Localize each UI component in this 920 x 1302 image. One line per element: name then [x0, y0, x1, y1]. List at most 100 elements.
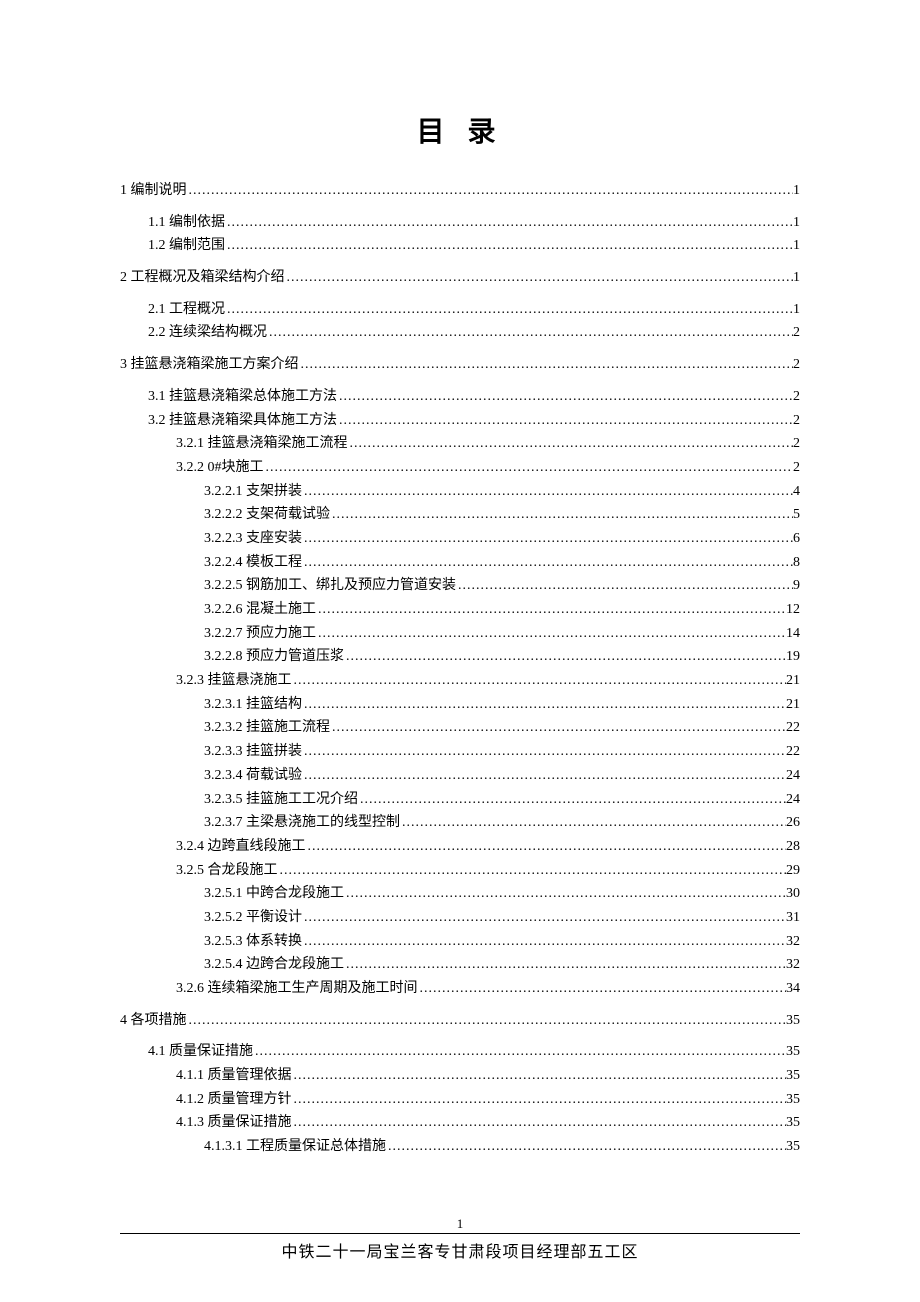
toc-page-number: 21 [786, 670, 800, 692]
toc-label: 3.2.2.7 预应力施工 [204, 623, 316, 645]
toc-label: 3.2.2.4 模板工程 [204, 552, 302, 574]
toc-label: 3.2.5 合龙段施工 [176, 860, 278, 882]
toc-page-number: 28 [786, 836, 800, 858]
toc-leader-dots [292, 1112, 787, 1134]
toc-leader-dots [278, 860, 787, 882]
toc-page-number: 1 [793, 180, 800, 202]
toc-entry: 2.2 连续梁结构概况 2 [120, 322, 800, 344]
toc-leader-dots [348, 433, 794, 455]
toc-entry: 3.2.6 连续箱梁施工生产周期及施工时间 34 [120, 978, 800, 1000]
toc-label: 4.1.3 质量保证措施 [176, 1112, 292, 1134]
toc-label: 1.1 编制依据 [148, 212, 225, 234]
toc-entry: 3.2.4 边跨直线段施工 28 [120, 836, 800, 858]
toc-entry: 3.2.5.1 中跨合龙段施工30 [120, 883, 800, 905]
toc-leader-dots [456, 575, 793, 597]
footer-text: 中铁二十一局宝兰客专甘肃段项目经理部五工区 [120, 1238, 800, 1262]
toc-entry: 4.1.2 质量管理方针35 [120, 1089, 800, 1111]
toc-page-number: 35 [786, 1089, 800, 1111]
toc-entry: 3 挂篮悬浇箱梁施工方案介绍2 [120, 354, 800, 376]
toc-label: 3.2.2.3 支座安装 [204, 528, 302, 550]
toc-page-number: 24 [786, 765, 800, 787]
toc-entry: 3.2.2.4 模板工程 8 [120, 552, 800, 574]
toc-leader-dots [358, 789, 786, 811]
toc-label: 3.2.4 边跨直线段施工 [176, 836, 306, 858]
toc-leader-dots [264, 457, 794, 479]
toc-label: 3.2.2.1 支架拼装 [204, 481, 302, 503]
toc-leader-dots [302, 907, 786, 929]
toc-label: 3.2.2.6 混凝土施工 [204, 599, 316, 621]
toc-page-number: 9 [793, 575, 800, 597]
toc-leader-dots [344, 646, 786, 668]
toc-page-number: 21 [786, 694, 800, 716]
toc-entry: 2 工程概况及箱梁结构介绍1 [120, 267, 800, 289]
footer-divider [120, 1233, 800, 1234]
toc-leader-dots [302, 931, 786, 953]
toc-label: 3.2.5.4 边跨合龙段施工 [204, 954, 344, 976]
toc-leader-dots [302, 741, 786, 763]
toc-entry: 3.2.3.2 挂篮施工流程22 [120, 717, 800, 739]
toc-leader-dots [302, 694, 786, 716]
toc-entry: 1.1 编制依据1 [120, 212, 800, 234]
toc-page-number: 12 [786, 599, 800, 621]
toc-leader-dots [386, 1136, 786, 1158]
toc-label: 3.2.6 连续箱梁施工生产周期及施工时间 [176, 978, 418, 1000]
toc-leader-dots [344, 954, 786, 976]
toc-label: 4 各项措施 [120, 1010, 187, 1032]
toc-label: 3.1 挂篮悬浇箱梁总体施工方法 [148, 386, 337, 408]
toc-label: 3.2.2.8 预应力管道压浆 [204, 646, 344, 668]
toc-label: 4.1.3.1 工程质量保证总体措施 [204, 1136, 386, 1158]
toc-entry: 3.2.3.7 主梁悬浇施工的线型控制26 [120, 812, 800, 834]
toc-page-number: 2 [793, 386, 800, 408]
toc-label: 3.2.2.2 支架荷载试验 [204, 504, 330, 526]
toc-leader-dots [337, 410, 793, 432]
toc-leader-dots [418, 978, 787, 1000]
toc-entry: 4.1.3 质量保证措施35 [120, 1112, 800, 1134]
document-page: 目 录 1 编制说明11.1 编制依据11.2 编制范围12 工程概况及箱梁结构… [0, 0, 920, 1220]
toc-container: 1 编制说明11.1 编制依据11.2 编制范围12 工程概况及箱梁结构介绍12… [120, 180, 800, 1158]
toc-entry: 3.2.5.2 平衡设计31 [120, 907, 800, 929]
toc-label: 3.2.2.5 钢筋加工、绑扎及预应力管道安装 [204, 575, 456, 597]
toc-leader-dots [292, 670, 787, 692]
toc-entry: 3.2.5.3 体系转换32 [120, 931, 800, 953]
toc-page-number: 35 [786, 1041, 800, 1063]
toc-leader-dots [253, 1041, 786, 1063]
toc-entry: 3.2.2.8 预应力管道压浆19 [120, 646, 800, 668]
toc-label: 2 工程概况及箱梁结构介绍 [120, 267, 285, 289]
toc-leader-dots [344, 883, 786, 905]
toc-entry: 4 各项措施 35 [120, 1010, 800, 1032]
toc-page-number: 2 [793, 322, 800, 344]
toc-label: 3.2 挂篮悬浇箱梁具体施工方法 [148, 410, 337, 432]
toc-leader-dots [187, 1010, 787, 1032]
toc-entry: 3.2.1 挂篮悬浇箱梁施工流程2 [120, 433, 800, 455]
toc-label: 4.1 质量保证措施 [148, 1041, 253, 1063]
toc-leader-dots [285, 267, 794, 289]
toc-page-number: 31 [786, 907, 800, 929]
toc-label: 2.2 连续梁结构概况 [148, 322, 267, 344]
toc-label: 3.2.3.1 挂篮结构 [204, 694, 302, 716]
toc-leader-dots [302, 528, 793, 550]
toc-entry: 3.2.3 挂篮悬浇施工21 [120, 670, 800, 692]
toc-leader-dots [302, 552, 793, 574]
toc-label: 3.2.3.4 荷载试验 [204, 765, 302, 787]
toc-page-number: 34 [786, 978, 800, 1000]
toc-label: 3.2.3.2 挂篮施工流程 [204, 717, 330, 739]
toc-title: 目 录 [120, 110, 800, 150]
toc-page-number: 14 [786, 623, 800, 645]
toc-page-number: 2 [793, 457, 800, 479]
toc-page-number: 24 [786, 789, 800, 811]
toc-label: 3.2.2 0#块施工 [176, 457, 264, 479]
toc-entry: 4.1 质量保证措施 35 [120, 1041, 800, 1063]
toc-page-number: 35 [786, 1065, 800, 1087]
toc-label: 1 编制说明 [120, 180, 187, 202]
toc-leader-dots [316, 623, 786, 645]
toc-page-number: 2 [793, 433, 800, 455]
toc-leader-dots [225, 212, 793, 234]
toc-leader-dots [292, 1089, 787, 1111]
toc-leader-dots [225, 299, 793, 321]
toc-entry: 3.2.2.5 钢筋加工、绑扎及预应力管道安装 9 [120, 575, 800, 597]
toc-page-number: 35 [786, 1010, 800, 1032]
toc-entry: 3.2.2 0#块施工 2 [120, 457, 800, 479]
toc-page-number: 32 [786, 954, 800, 976]
toc-page-number: 8 [793, 552, 800, 574]
toc-entry: 3.2 挂篮悬浇箱梁具体施工方法2 [120, 410, 800, 432]
